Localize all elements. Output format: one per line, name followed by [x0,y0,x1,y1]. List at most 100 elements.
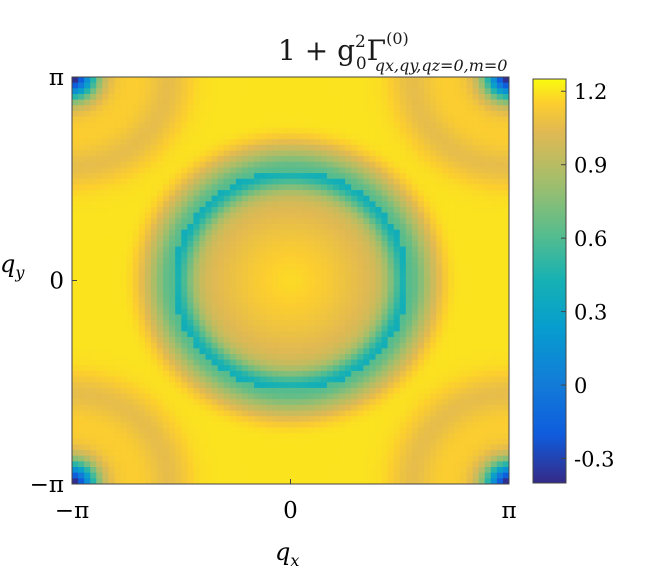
heatmap-cell [72,207,79,214]
heatmap-cell [290,348,298,355]
heatmap-cell [411,133,419,140]
heatmap-cell [314,370,322,378]
heatmap-cell [424,133,431,140]
heatmap-cell [229,201,237,208]
heatmap-cell [296,370,304,378]
heatmap-cell [417,291,425,299]
heatmap-cell [466,161,474,169]
heatmap-cell [472,461,480,468]
heatmap-cell [156,144,164,152]
heatmap-cell [229,110,237,118]
heatmap-cell [466,139,474,146]
heatmap-cell [187,297,194,304]
heatmap-cell [308,207,316,214]
heatmap-cell [78,297,85,304]
heatmap-cell [211,455,219,462]
heatmap-cell [193,246,201,253]
heatmap-cell [308,99,316,106]
heatmap-cell [387,122,395,129]
heatmap-cell [241,404,249,412]
heatmap-cell [272,331,279,338]
heatmap-cell [90,342,97,349]
heatmap-cell [381,127,389,135]
heatmap-cell [108,297,116,304]
heatmap-cell [302,444,310,451]
heatmap-cell [472,274,480,282]
heatmap-cell [235,303,243,310]
heatmap-cell [448,195,455,202]
heatmap-cell [223,376,231,383]
heatmap-cell [156,235,164,242]
heatmap-cell [150,156,158,163]
heatmap-cell [284,257,292,265]
heatmap-cell [339,325,346,332]
heatmap-cell [84,173,91,180]
heatmap-cell [405,116,413,123]
heatmap-cell [448,218,455,225]
heatmap-cell [114,212,122,219]
heatmap-cell [454,184,462,191]
heatmap-cell [126,280,134,287]
heatmap-cell [357,399,364,406]
heatmap-cell [132,297,140,304]
heatmap-cell [405,393,413,400]
heatmap-cell [169,308,176,316]
heatmap-cell [496,365,504,372]
heatmap-cell [138,167,146,174]
heatmap-cell [430,173,437,180]
heatmap-cell [393,314,401,321]
heatmap-cell [369,427,377,434]
heatmap-cell [241,263,249,270]
heatmap-cell [393,353,401,361]
heatmap-cell [205,156,213,163]
heatmap-cell [248,223,255,231]
heatmap-cell [193,184,201,191]
heatmap-cell [199,365,207,372]
heatmap-cell [326,263,334,270]
heatmap-cell [320,433,328,440]
heatmap-cell [339,167,346,174]
heatmap-cell [266,450,273,457]
heatmap-cell [466,269,474,276]
heatmap-cell [351,99,358,106]
heatmap-cell [484,133,492,140]
heatmap-cell [205,184,213,191]
heatmap-cell [126,291,134,299]
heatmap-cell [345,218,352,225]
heatmap-cell [96,116,103,123]
heatmap-cell [308,257,316,265]
heatmap-cell [448,337,455,344]
heatmap-cell [229,82,237,89]
heatmap-cell [132,173,140,180]
heatmap-cell [126,184,134,191]
heatmap-cell [114,252,122,259]
heatmap-cell [393,263,401,270]
heatmap-cell [84,444,91,451]
heatmap-cell [454,144,462,152]
heatmap-cell [363,427,370,434]
heatmap-cell [241,122,249,129]
heatmap-cell [72,382,79,389]
heatmap-cell [502,161,509,169]
heatmap-cell [284,190,292,197]
heatmap-cell [320,421,328,429]
heatmap-cell [442,438,449,446]
heatmap-cell [132,212,140,219]
heatmap-cell [405,99,413,106]
heatmap-cell [175,382,182,389]
heatmap-cell [417,342,425,349]
heatmap-cell [187,263,194,270]
heatmap-cell [90,382,97,389]
heatmap-cell [126,167,134,174]
heatmap-cell [387,269,395,276]
heatmap-cell [132,144,140,152]
heatmap-cell [156,404,164,412]
heatmap-cell [187,303,194,310]
heatmap-cell [454,427,462,434]
heatmap-cell [254,235,261,242]
heatmap-cell [108,229,116,236]
heatmap-cell [266,331,273,338]
heatmap-cell [132,229,140,236]
heatmap-cell [448,320,455,327]
heatmap-cell [290,105,298,112]
